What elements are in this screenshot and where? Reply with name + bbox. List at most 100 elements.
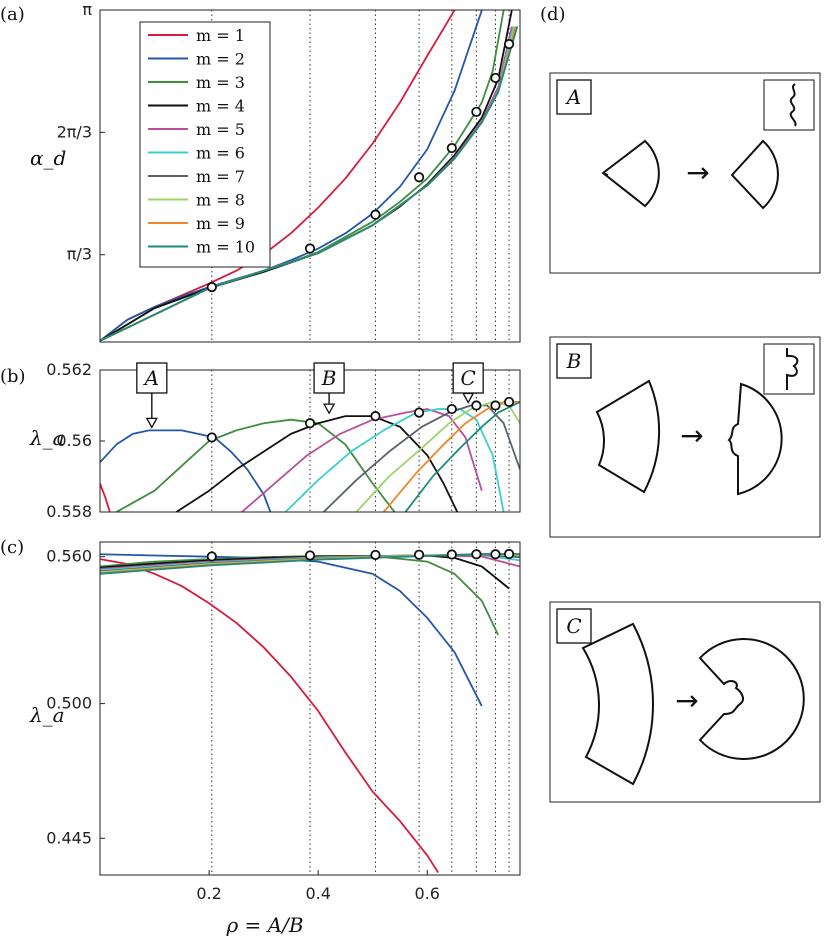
marker-a-5 <box>471 106 482 117</box>
box-c-frame <box>549 601 821 803</box>
box-c-tag <box>556 608 592 644</box>
legend-label-m4: m = 4 <box>196 97 245 116</box>
axis-a-ylabel: α_d <box>30 146 66 170</box>
box-b-arrow: → <box>680 419 703 452</box>
legend-label-m3: m = 3 <box>196 73 245 92</box>
panel-a-label: (a) <box>0 4 25 25</box>
panel-d-label: (d) <box>540 4 566 25</box>
series-c-m1 <box>100 558 439 874</box>
box-a-label: A <box>565 85 581 109</box>
annotation-label-a: A <box>143 366 159 390</box>
marker-a-3 <box>413 172 425 183</box>
annotation-arrowhead-b <box>322 403 336 415</box>
illustration-box-b: B → <box>549 336 821 538</box>
marker-c-4 <box>446 549 457 560</box>
plot-c: 0.445 0.500 0.560 0.2 0.4 0.6 <box>46 541 521 903</box>
ytick-label-b-2: 0.562 <box>46 360 92 379</box>
box-c-arrow: → <box>675 684 698 717</box>
series-b-m7 <box>323 404 520 512</box>
series-b-m5 <box>241 408 483 512</box>
ytick-label-a-0: π/3 <box>67 245 92 264</box>
ytick-label-b-0: 0.558 <box>46 502 92 521</box>
legend-label-m5: m = 5 <box>196 120 245 139</box>
marker-c-2 <box>370 549 381 561</box>
marker-b-1 <box>304 418 316 429</box>
series-b-m1 <box>100 483 111 512</box>
marker-b-0 <box>206 432 217 443</box>
box-a-shape-after <box>730 139 779 210</box>
box-a-inset <box>763 79 815 131</box>
box-a-arrow: → <box>686 156 709 189</box>
annotation-label-b: B <box>321 366 337 390</box>
illustration-box-a: A → <box>549 72 821 274</box>
annotation-arrowhead-a <box>145 417 158 429</box>
plot-frame-a <box>99 9 521 343</box>
annotation-label-c: C <box>461 366 476 390</box>
marker-a-7 <box>503 38 515 50</box>
series-c-m2 <box>100 553 483 707</box>
box-b-inset-profile <box>786 348 799 390</box>
annotation-a: A <box>136 362 168 429</box>
panel-c-label: (c) <box>0 537 24 558</box>
annotation-box-b <box>313 362 345 394</box>
ytick-label-c-2: 0.560 <box>46 547 92 566</box>
box-c-shape-before <box>581 622 654 786</box>
marker-c-1 <box>304 550 316 561</box>
marker-b-7 <box>503 396 515 408</box>
plot-frame-c <box>99 541 521 876</box>
series-b-m6 <box>284 408 505 512</box>
box-b-shape-before <box>595 379 661 494</box>
series-a-m10 <box>100 26 519 342</box>
box-a-shape-before <box>601 139 660 208</box>
box-c-label: C <box>566 614 581 638</box>
plot-a: π/3 2π/3 π <box>57 0 521 343</box>
marker-a-1 <box>304 243 316 254</box>
legend-label-m8: m = 8 <box>196 191 245 210</box>
series-a-m2 <box>100 10 483 342</box>
series-b-m9 <box>382 401 520 512</box>
annotation-b: B <box>313 362 345 415</box>
marker-b-3 <box>413 407 425 418</box>
xtick-label-c-2: 0.6 <box>415 884 440 903</box>
marker-b-6 <box>490 400 501 411</box>
annotation-arrowhead-c <box>462 392 475 404</box>
box-a-frame <box>549 72 821 274</box>
ytick-label-a-1: 2π/3 <box>57 122 92 141</box>
axis-c-ylabel: λ_a <box>29 703 65 727</box>
panel-d: A → B → C → <box>549 72 821 803</box>
box-a-tag <box>556 79 592 115</box>
legend-label-m9: m = 9 <box>196 214 245 233</box>
marker-c-7 <box>503 548 515 560</box>
marker-c-3 <box>413 549 425 560</box>
series-b-m2 <box>100 429 291 512</box>
box-b-shape-after <box>727 382 783 496</box>
series-b-m10 <box>404 401 520 512</box>
box-c-shape-after <box>698 638 805 760</box>
legend-label-m7: m = 7 <box>196 167 245 186</box>
legend-label-m6: m = 6 <box>196 144 245 163</box>
legend-frame <box>139 21 271 268</box>
legend-label-m1: m = 1 <box>196 26 245 45</box>
marker-a-2 <box>370 209 381 220</box>
ytick-label-b-1: 0.56 <box>56 431 92 450</box>
marker-c-0 <box>206 551 217 562</box>
box-a-inset-profile <box>789 83 797 127</box>
marker-a-4 <box>446 142 457 154</box>
xtick-label-c-0: 0.2 <box>196 884 221 903</box>
panel-b-label: (b) <box>0 366 26 387</box>
marker-c-6 <box>490 549 501 560</box>
marker-a-0 <box>206 281 217 293</box>
axis-c-xlabel: ρ = A/B <box>225 913 303 937</box>
box-b-inset <box>763 343 815 395</box>
box-b-tag <box>556 343 592 379</box>
series-b-m4 <box>175 415 459 512</box>
annotation-c: C <box>452 362 484 404</box>
box-b-label: B <box>566 349 582 373</box>
marker-b-5 <box>471 400 482 411</box>
axis-b-ylabel: λ_a <box>29 426 65 450</box>
xtick-label-c-1: 0.4 <box>305 884 330 903</box>
marker-c-5 <box>471 549 482 560</box>
marker-b-4 <box>446 403 457 415</box>
series-b-m3 <box>115 418 396 512</box>
